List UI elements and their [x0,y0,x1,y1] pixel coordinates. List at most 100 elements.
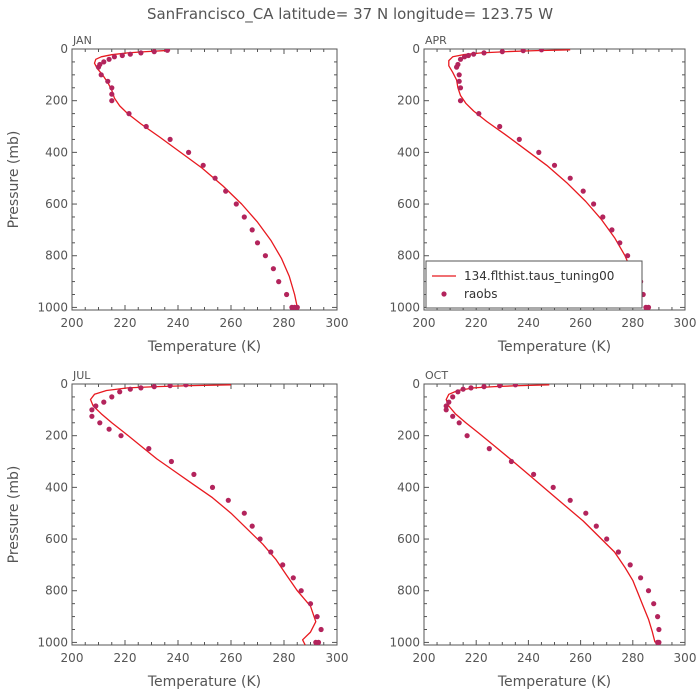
x-tick-label: 280 [273,651,296,665]
y-tick-label: 400 [45,480,68,494]
raob-point [209,484,216,490]
raob-point [656,626,662,633]
y-tick-label: 0 [60,42,68,56]
x-tick-label: 220 [465,316,488,330]
x-axis-label: Temperature (K) [497,339,611,355]
y-tick-label: 200 [397,94,420,108]
raob-point [609,227,615,233]
y-tick-label: 400 [397,480,420,494]
raob-point [580,188,586,194]
y-tick-label: 400 [45,145,68,159]
x-axis-label: Temperature (K) [147,339,261,355]
raob-point [455,389,461,395]
raob-point [164,49,170,53]
x-tick-label: 260 [569,651,592,665]
raob-point [615,549,622,555]
y-axis-label: Pressure (mb) [6,131,22,229]
x-tick-label: 260 [569,316,592,330]
raob-point [106,426,112,432]
y-tick-label: 600 [45,197,68,211]
raob-point [186,149,192,155]
raob-point [638,575,644,581]
raob-point [168,458,174,465]
raob-point [497,384,503,389]
x-tick-label: 280 [273,316,296,330]
raob-point [314,614,320,620]
x-tick-label: 200 [413,651,436,665]
raob-point [450,413,456,419]
y-tick-label: 0 [412,377,420,391]
raob-point [318,626,324,633]
raob-point [627,562,633,568]
x-tick-label: 240 [517,651,540,665]
legend-model-label: 134.flthist.taus_tuning00 [464,269,614,283]
raob-point [127,51,133,57]
y-tick-label: 800 [397,249,420,263]
raob-point [93,403,99,409]
raob-point [468,385,474,391]
raob-point [531,471,537,477]
raob-point [105,78,111,84]
model-profile-line [93,49,298,308]
panel-label-jul: JUL [72,369,91,382]
plot-data [443,384,662,645]
raob-point [280,562,286,568]
raob-point [520,49,526,54]
panel-jul: 200 220 240 260 280 300 0 200 400 600 800 1000 JUL Te… [6,369,348,690]
x-tick-label: 200 [413,316,436,330]
raob-point [151,384,157,390]
raob-point [461,54,468,60]
raob-point [138,385,144,391]
raob-point [95,64,102,70]
x-tick-label: 300 [326,651,349,665]
raob-point [151,49,157,55]
raob-point [617,240,623,246]
y-tick-label: 800 [45,584,68,598]
x-tick-label: 240 [167,316,190,330]
y-axis-label: Pressure (mb) [6,466,22,564]
raob-point [645,304,652,310]
plot-data [93,49,300,310]
raob-point [262,253,268,259]
raob-point [460,386,466,392]
raob-point [212,175,218,181]
raob-point [225,497,231,503]
raob-point [257,536,263,542]
x-tick-label: 280 [621,651,644,665]
raob-point [268,549,274,555]
raob-point [111,54,117,60]
x-tick-label: 280 [621,316,644,330]
y-tick-label: 200 [45,94,68,108]
raob-point [89,413,95,419]
raob-point [593,523,599,529]
y-tick-label: 600 [397,197,420,211]
y-tick-label: 0 [60,377,68,391]
panel-apr: 200 220 240 260 280 300 0 200 400 600 800 1000 APR Te… [389,34,696,355]
legend-point-swatch [441,291,447,297]
raob-point [457,98,464,104]
raob-point [119,52,125,59]
panel-label-apr: APR [425,34,447,47]
y-tick-label: 0 [412,42,420,56]
raob-point [109,91,115,97]
x-axis-label: Temperature (K) [497,674,611,690]
figure-title: SanFrancisco_CA latitude= 37 N longitude… [147,5,553,24]
raob-point [516,136,522,142]
plot-frame [423,383,686,646]
raob-point [200,162,206,168]
panel-oct: 200 220 240 260 280 300 0 200 400 600 800 1000 OCT Te… [389,369,696,690]
raob-point [223,188,229,194]
model-profile-line [448,49,642,308]
raob-point [106,56,112,62]
raob-point [138,50,144,56]
raob-point [143,123,149,130]
x-tick-label: 300 [674,651,697,665]
y-tick-label: 600 [397,532,420,546]
raob-point [591,201,597,207]
raob-point [298,588,304,594]
raob-point [600,214,606,220]
raob-point [450,394,456,400]
x-tick-label: 300 [326,316,349,330]
raob-point [101,399,107,405]
